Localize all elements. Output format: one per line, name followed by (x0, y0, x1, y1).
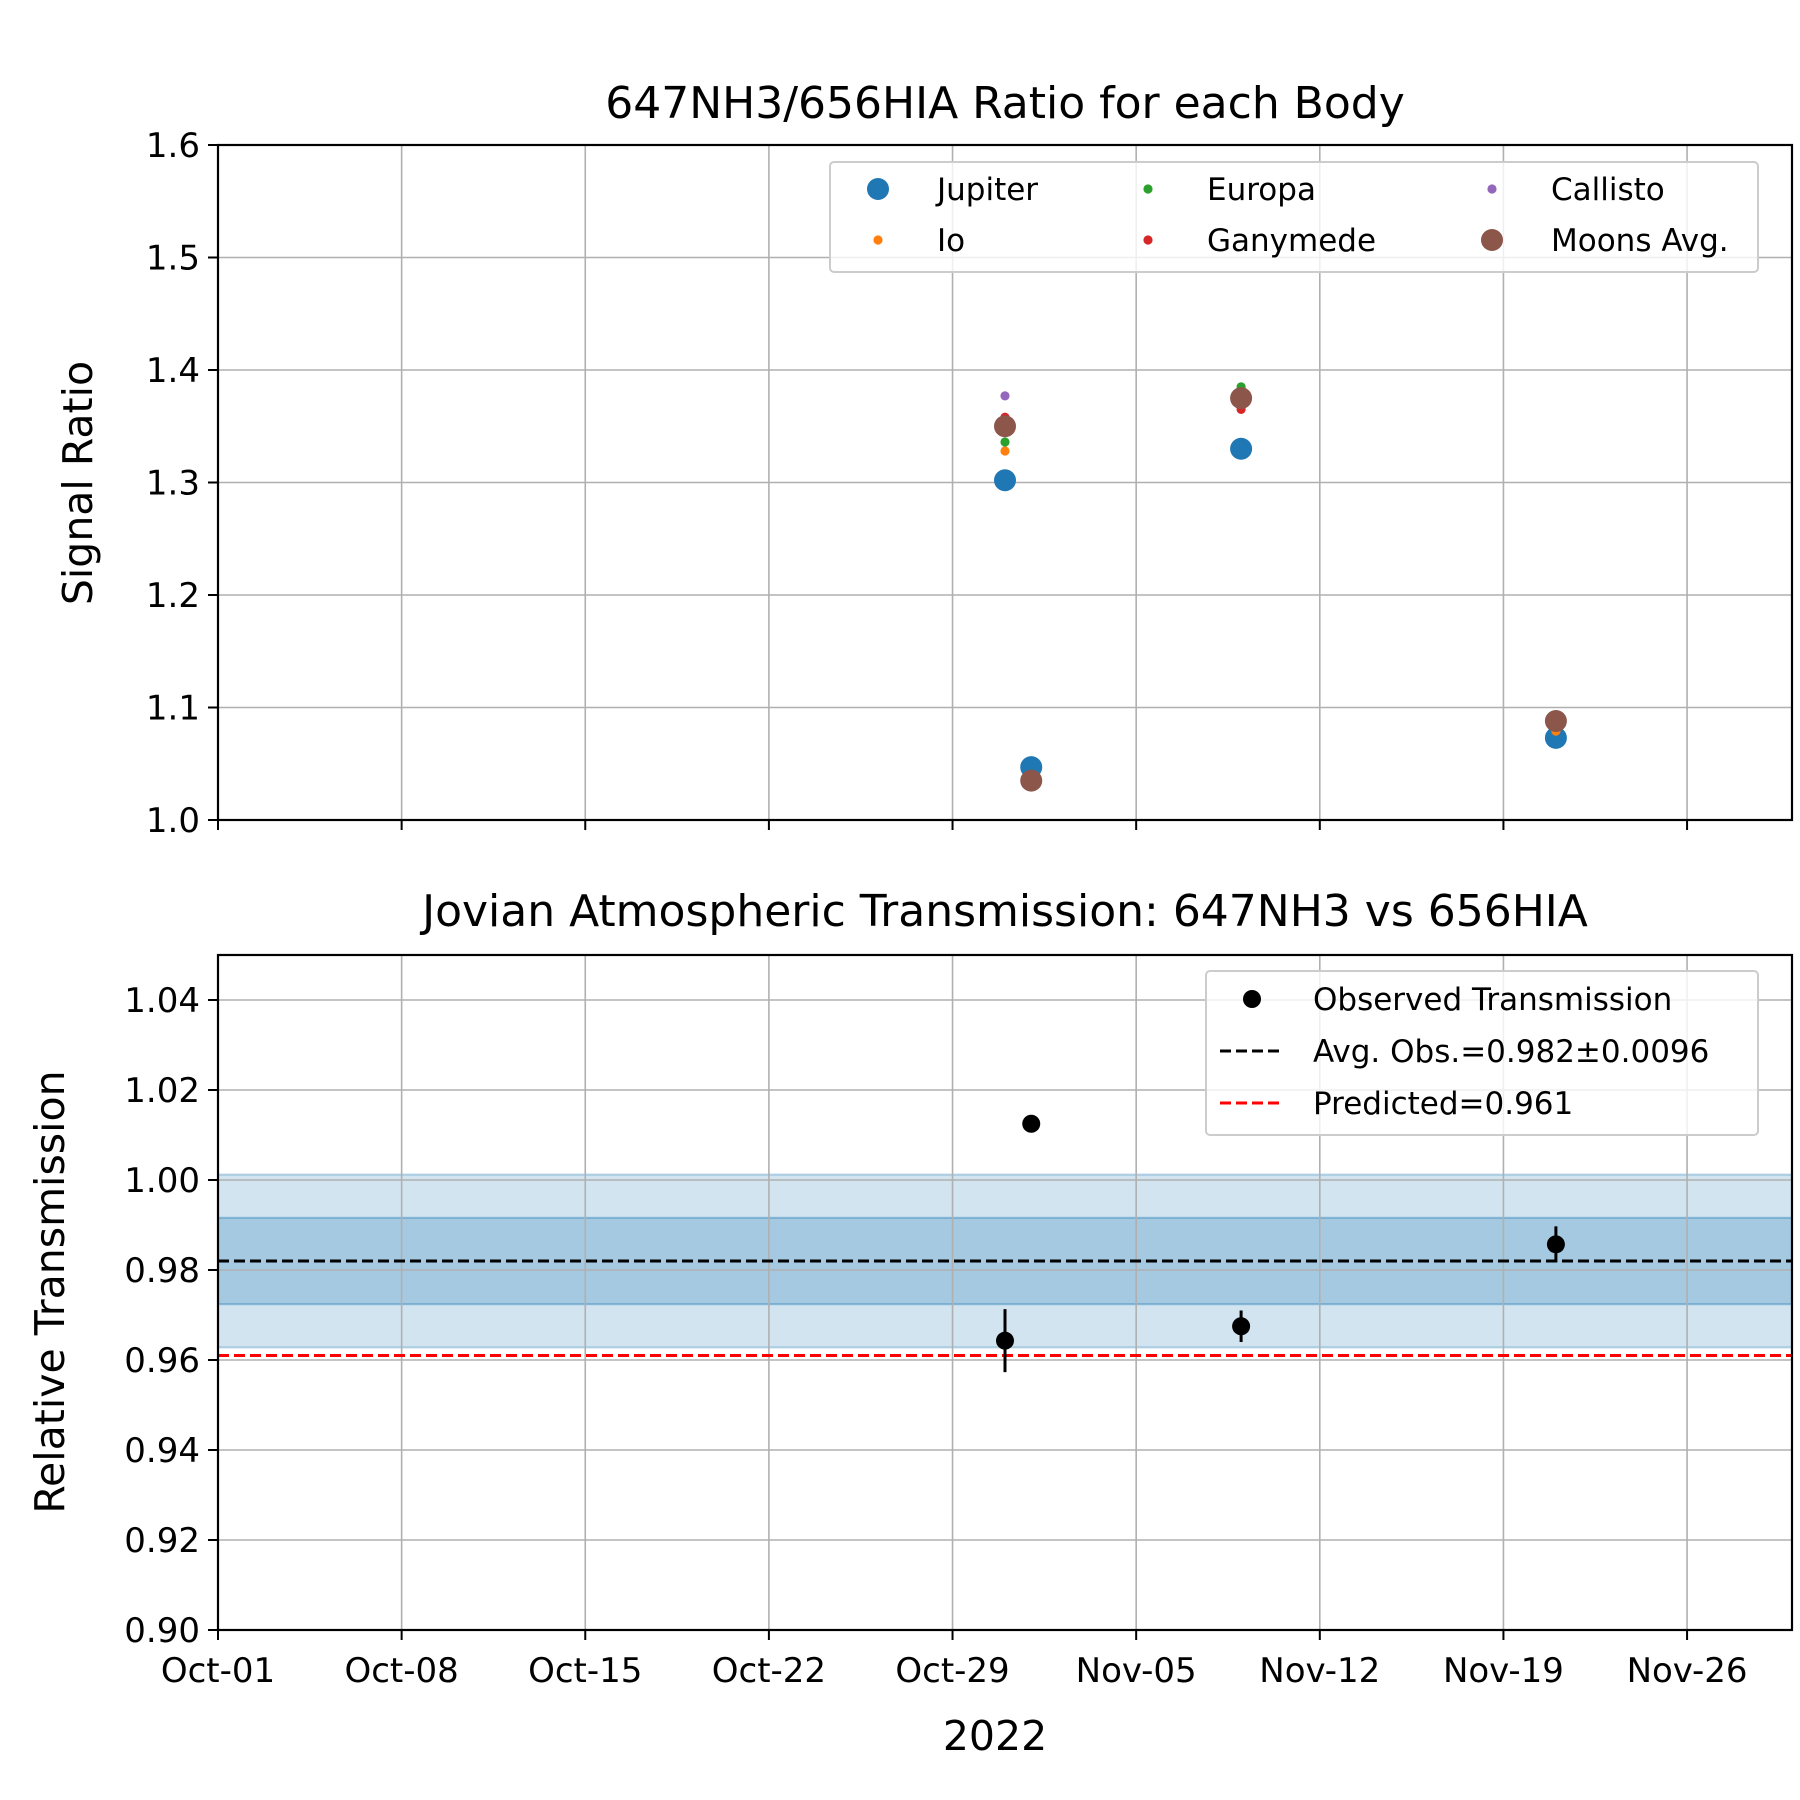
x-tick-label-oct-29: Oct-29 (895, 1651, 1009, 1691)
legend-marker-callisto (1487, 184, 1497, 194)
transmission-marks (996, 1114, 1565, 1373)
x-tick-label-oct-01: Oct-01 (161, 1651, 275, 1691)
legend-label-observed: Observed Transmission (1313, 982, 1672, 1018)
signal-ratio-x-ticks (217, 820, 1689, 830)
observed-point-0 (996, 1331, 1014, 1350)
transmission-x-ticks: Oct-01 Oct-08 Oct-15 Oct-22 Oct-29 Nov-05 Nov-… (161, 1630, 1748, 1691)
point-europa-0 (1000, 437, 1010, 447)
top-y-tick-label-1-6: 1.6 (146, 126, 200, 166)
legend-marker-moons-avg (1481, 229, 1503, 251)
legend-marker-ganymede (1143, 235, 1153, 245)
signal-ratio-y-ticks: 1.0 1.1 1.2 1.3 1.4 1.5 1.6 (146, 126, 218, 841)
legend-marker-europa (1143, 184, 1153, 194)
legend-label-io: Io (937, 223, 965, 259)
point-io-0 (1000, 446, 1010, 456)
top-y-tick-label-1-5: 1.5 (146, 239, 200, 279)
x-tick-label-nov-19: Nov-19 (1443, 1651, 1564, 1691)
point-moons-avg-3 (1544, 710, 1567, 732)
legend-marker-io (873, 235, 883, 245)
point-callisto-0 (1000, 391, 1010, 401)
x-tick-label-oct-08: Oct-08 (344, 1651, 458, 1691)
transmission-legend: Observed Transmission Avg. Obs.=0.982±0.0… (1205, 970, 1759, 1136)
point-jupiter-3 (1544, 726, 1567, 749)
observed-point-3 (1546, 1235, 1565, 1254)
x-tick-label-nov-26: Nov-26 (1627, 1651, 1748, 1691)
point-jupiter-2 (1230, 437, 1253, 460)
signal-ratio-chart: 647NH3/656HIA Ratio for each Body 1.0 1.1… (54, 78, 1794, 841)
bot-y-tick-label-1-02: 1.02 (124, 1071, 200, 1111)
top-y-tick-label-1-2: 1.2 (146, 576, 200, 616)
transmission-chart: Jovian Atmospheric Transmission: 647NH3 … (26, 886, 1794, 1760)
signal-ratio-legend-frame (829, 161, 1759, 273)
legend-marker-observed (1243, 990, 1261, 1008)
top-y-tick-label-1-1: 1.1 (146, 689, 200, 729)
signal-ratio-y-label: Signal Ratio (54, 361, 102, 605)
top-y-tick-label-1-4: 1.4 (146, 351, 200, 391)
legend-label-europa: Europa (1207, 172, 1316, 208)
point-jupiter-0 (994, 469, 1016, 492)
transmission-y-label: Relative Transmission (26, 1070, 74, 1513)
point-moons-avg-0 (994, 415, 1016, 438)
bot-y-tick-label-0-96: 0.96 (124, 1341, 200, 1381)
signal-ratio-marks (994, 382, 1567, 792)
transmission-title: Jovian Atmospheric Transmission: 647NH3 … (419, 886, 1588, 937)
observed-point-2 (1232, 1317, 1251, 1336)
legend-label-callisto: Callisto (1551, 172, 1665, 208)
legend-marker-jupiter (867, 178, 889, 200)
observed-point-1 (1022, 1114, 1041, 1133)
top-y-tick-label-1-3: 1.3 (146, 464, 200, 504)
legend-label-jupiter: Jupiter (935, 172, 1038, 208)
x-tick-label-oct-22: Oct-22 (712, 1651, 826, 1691)
bot-y-tick-label-1-04: 1.04 (124, 981, 200, 1021)
legend-label-average: Avg. Obs.=0.982±0.0096 (1313, 1034, 1709, 1070)
legend-label-predicted: Predicted=0.961 (1313, 1086, 1573, 1122)
legend-label-moons-avg: Moons Avg. (1551, 223, 1729, 259)
transmission-y-ticks: 0.90 0.92 0.94 0.96 0.98 1.00 1.02 1.04 (124, 981, 218, 1651)
x-tick-label-nov-12: Nov-12 (1259, 1651, 1380, 1691)
bot-y-tick-label-0-90: 0.90 (124, 1611, 200, 1651)
x-tick-label-nov-05: Nov-05 (1076, 1651, 1197, 1691)
transmission-legend-frame (1205, 970, 1759, 1136)
transmission-plot-frame (216, 953, 1794, 1632)
transmission-x-label: 2022 (943, 1712, 1047, 1760)
bot-y-tick-label-0-98: 0.98 (124, 1251, 200, 1291)
bot-y-tick-label-0-92: 0.92 (124, 1521, 200, 1561)
signal-ratio-legend: Jupiter Io Europa Ganymede Callisto Moons Avg… (829, 161, 1759, 273)
legend-label-ganymede: Ganymede (1207, 223, 1376, 259)
top-y-tick-label-1-0: 1.0 (146, 801, 200, 841)
signal-ratio-title: 647NH3/656HIA Ratio for each Body (605, 78, 1405, 129)
point-moons-avg-1 (1020, 769, 1043, 792)
x-tick-label-oct-15: Oct-15 (528, 1651, 642, 1691)
point-moons-avg-2 (1230, 387, 1253, 410)
bot-y-tick-label-1-00: 1.00 (124, 1161, 200, 1201)
bot-y-tick-label-0-94: 0.94 (124, 1431, 200, 1471)
